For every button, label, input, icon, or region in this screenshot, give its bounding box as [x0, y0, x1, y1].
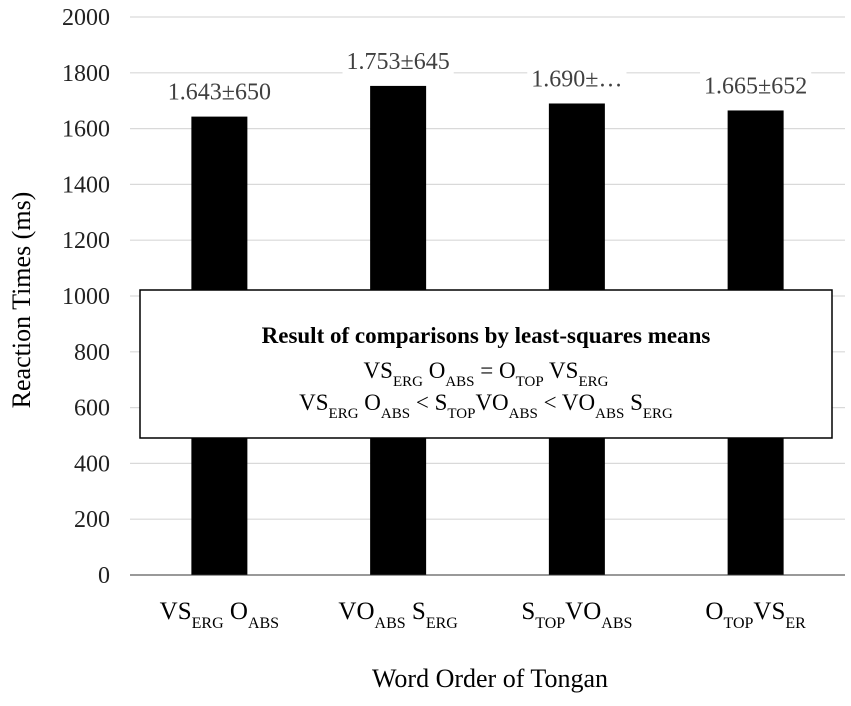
y-tick-label: 1400	[62, 172, 110, 198]
y-tick-label: 0	[98, 563, 110, 589]
data-label-background	[163, 77, 275, 108]
label-segment: < VO	[538, 390, 595, 415]
label-segment: VS	[160, 598, 192, 625]
y-tick-label: 2000	[62, 5, 110, 31]
label-segment: O	[224, 598, 248, 625]
label-segment: VS	[753, 598, 785, 625]
data-label-background	[342, 46, 454, 77]
label-segment: VO	[338, 598, 374, 625]
x-tick-label: STOPVOABS	[521, 598, 632, 632]
label-segment: VS	[299, 390, 328, 415]
label-segment: O	[705, 598, 723, 625]
y-axis-title: Reaction Times (ms)	[7, 192, 36, 409]
x-tick-label-subscript: TOP	[535, 615, 565, 632]
comparison-subscript: ABS	[595, 406, 624, 422]
x-tick-label-subscript: TOP	[723, 615, 753, 632]
y-tick-label: 1600	[62, 117, 110, 143]
label-segment: S	[624, 390, 643, 415]
x-axis-title: Word Order of Tongan	[372, 664, 608, 693]
data-label: 1.753±645	[347, 49, 450, 75]
label-segment: VO	[565, 598, 601, 625]
label-segment: O	[359, 390, 381, 415]
data-label: 1.665±652	[704, 73, 807, 99]
x-tick-label-subscript: ER	[785, 615, 806, 632]
comparison-subscript: TOP	[447, 406, 475, 422]
x-tick-label: VOABS SERG	[338, 598, 458, 632]
label-segment: = O	[475, 358, 516, 383]
comparison-result-title: Result of comparisons by least-squares m…	[262, 323, 711, 348]
x-tick-label-subscript: ABS	[375, 615, 406, 632]
y-tick-label: 800	[74, 340, 110, 366]
y-tick-label: 600	[74, 396, 110, 422]
x-tick-label: VSERG OABS	[160, 598, 279, 632]
y-tick-label: 200	[74, 507, 110, 533]
label-segment: S	[521, 598, 535, 625]
label-segment: < S	[410, 390, 447, 415]
data-label-background	[527, 64, 627, 95]
x-tick-label-subscript: ERG	[426, 615, 458, 632]
comparison-result-box: Result of comparisons by least-squares m…	[139, 289, 833, 439]
comparison-subscript: TOP	[516, 374, 544, 390]
x-tick-label-subscript: ABS	[601, 615, 632, 632]
y-tick-label: 1200	[62, 228, 110, 254]
comparison-subscript: ERG	[643, 406, 673, 422]
y-tick-label: 1800	[62, 61, 110, 87]
data-labels: 1.643±650 1.753±645 1.690±… 1.665±652	[163, 46, 812, 108]
label-segment: VS	[544, 358, 579, 383]
y-tick-label: 400	[74, 451, 110, 477]
x-category-labels: VSERG OABS VOABS SERG STOPVOABS OTOPVSER	[160, 598, 806, 632]
comparison-result-box-frame	[139, 289, 833, 439]
label-segment: S	[406, 598, 426, 625]
comparison-subscript: ABS	[509, 406, 538, 422]
y-tick-labels: 0 200 400 600 800 1000 1200 1400 1600 1800 2000	[62, 5, 110, 589]
label-segment: VO	[475, 390, 508, 415]
comparison-result-line: VSERG OABS = OTOP VSERG	[364, 358, 609, 390]
comparison-subscript: ERG	[578, 374, 608, 390]
label-segment: VS	[364, 358, 393, 383]
y-tick-label: 1000	[62, 284, 110, 310]
comparison-subscript: ABS	[445, 374, 474, 390]
comparison-subscript: ERG	[393, 374, 423, 390]
label-segment: O	[423, 358, 445, 383]
data-label-background	[700, 71, 812, 102]
comparison-subscript: ERG	[329, 406, 359, 422]
data-label: 1.690±…	[531, 66, 622, 92]
x-tick-label-subscript: ERG	[192, 615, 224, 632]
data-label: 1.643±650	[168, 80, 271, 106]
x-tick-label: OTOPVSER	[705, 598, 806, 632]
comparison-subscript: ABS	[381, 406, 410, 422]
x-tick-label-subscript: ABS	[248, 615, 279, 632]
comparison-result-line: VSERG OABS < STOPVOABS < VOABS SERG	[299, 390, 673, 422]
